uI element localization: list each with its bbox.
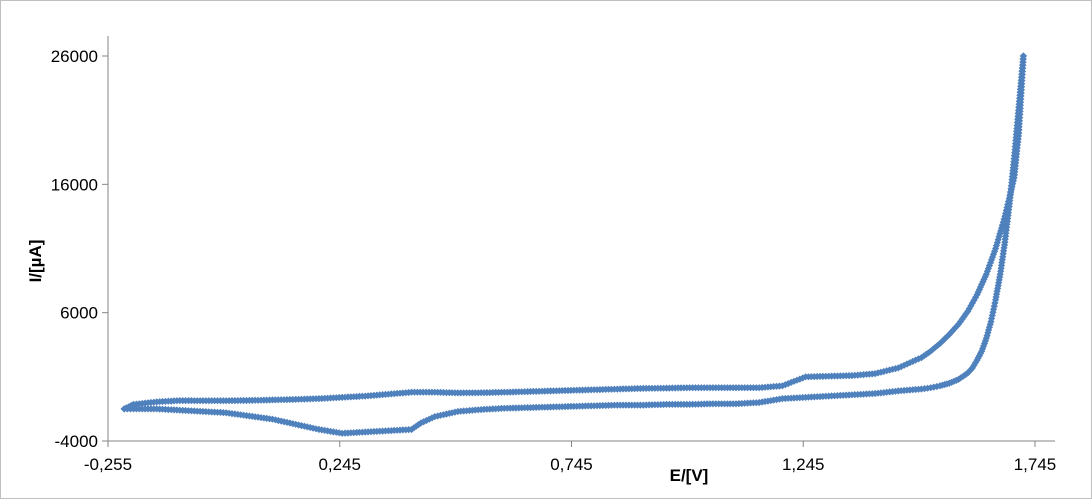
x-tick-label: 0,245	[318, 455, 361, 474]
data-point-marker	[437, 411, 445, 419]
data-point-marker	[958, 315, 966, 323]
data-point-marker	[985, 323, 993, 331]
data-point-marker	[784, 380, 792, 388]
data-point-marker	[965, 305, 973, 313]
data-point-marker	[941, 334, 950, 342]
data-point-marker	[989, 308, 997, 316]
data-point-marker	[1002, 209, 1010, 218]
data-point-marker	[978, 280, 986, 288]
data-point-marker	[936, 382, 944, 390]
data-point-marker	[917, 354, 925, 362]
data-point-marker	[796, 375, 804, 383]
data-point-marker	[956, 318, 964, 326]
data-point-marker	[993, 239, 1001, 247]
data-point-marker	[793, 376, 801, 384]
data-point-marker	[933, 382, 941, 391]
y-tick-label: 16000	[51, 175, 98, 194]
series-line-forward	[123, 55, 1024, 410]
data-point-marker	[981, 273, 989, 281]
series-line-reverse	[124, 55, 1024, 434]
data-point-marker	[960, 312, 968, 321]
data-point-marker	[973, 356, 981, 364]
data-point-marker	[982, 270, 990, 278]
data-point-marker	[412, 422, 420, 430]
data-point-marker	[949, 326, 957, 334]
data-point-marker	[787, 378, 795, 386]
data-point-marker	[974, 288, 982, 296]
x-tick-label: 0,745	[550, 455, 593, 474]
data-point-marker	[931, 343, 939, 351]
data-point-marker	[431, 413, 439, 421]
data-point-marker	[990, 302, 998, 310]
data-point-marker	[922, 350, 930, 358]
data-point-marker	[957, 374, 965, 382]
data-point-marker	[914, 355, 923, 363]
data-point-marker	[987, 256, 996, 264]
data-point-marker	[959, 372, 967, 380]
data-point-marker	[309, 424, 317, 432]
data-point-marker	[945, 330, 953, 339]
data-point-marker	[940, 336, 948, 344]
data-point-marker	[120, 405, 128, 413]
data-point-marker	[992, 296, 1000, 304]
data-point-marker	[991, 247, 999, 255]
data-point-marker	[964, 307, 972, 315]
axes	[102, 36, 1055, 447]
data-point-marker	[871, 370, 879, 378]
data-point-marker	[781, 381, 789, 389]
y-tick-label: -4000	[55, 432, 98, 451]
x-axis-title: E/[V]	[670, 466, 709, 485]
x-tick-label: 1,245	[782, 455, 825, 474]
data-point-marker	[984, 329, 992, 337]
data-point-marker	[920, 352, 928, 360]
data-point-marker	[979, 278, 987, 286]
data-point-marker	[985, 262, 993, 270]
x-tick-label: -0,255	[84, 455, 132, 474]
data-point-marker	[954, 320, 963, 328]
data-point-marker	[992, 244, 1000, 253]
data-point-marker	[894, 364, 902, 372]
data-point-marker	[927, 347, 935, 355]
y-tick-label: 6000	[60, 304, 98, 323]
data-point-marker	[938, 338, 946, 346]
data-point-marker	[934, 341, 942, 349]
data-point-marker	[991, 299, 999, 307]
data-point-marker	[998, 221, 1006, 229]
data-point-marker	[900, 361, 908, 369]
data-point-marker	[929, 345, 937, 353]
data-point-marker	[994, 236, 1002, 244]
data-point-marker	[988, 311, 996, 319]
data-point-marker	[947, 328, 955, 336]
data-point-marker	[425, 415, 433, 423]
y-axis-title: I/[µA]	[26, 240, 45, 283]
data-point-marker	[970, 361, 978, 369]
data-point-marker	[880, 367, 888, 376]
data-point-marker	[961, 371, 970, 379]
data-point-marker	[897, 363, 905, 371]
data-point-marker	[410, 424, 418, 432]
data-point-marker	[989, 250, 998, 258]
data-point-marker	[909, 357, 917, 365]
y-tick-label: 26000	[51, 47, 98, 66]
data-point-marker	[975, 286, 983, 294]
data-point-marker	[951, 324, 959, 332]
data-point-marker	[886, 366, 894, 374]
data-point-marker	[973, 291, 981, 299]
labels-layer: -0,255 0,245 0,745 1,245 1,745 -4000 6000 16000…	[26, 47, 1056, 485]
data-point-marker	[930, 383, 938, 391]
x-tick-label: 1,745	[1014, 455, 1057, 474]
data-point-marker	[906, 359, 914, 367]
series-layer	[120, 52, 1028, 437]
data-point-marker	[996, 230, 1004, 238]
